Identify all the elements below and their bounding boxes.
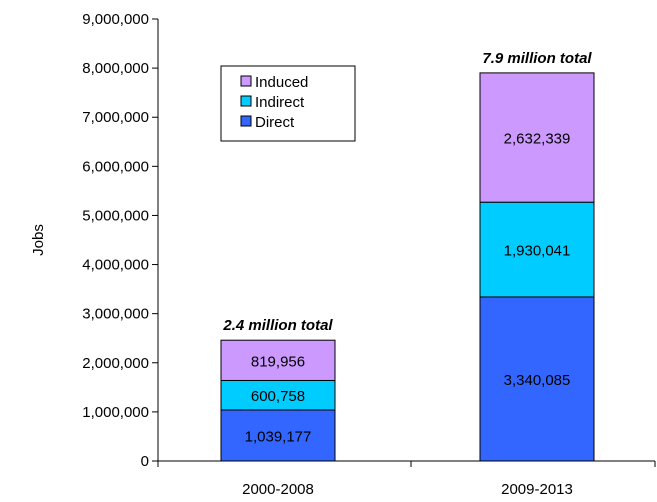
bar-segment-induced (220, 339, 336, 381)
legend-label: Induced (255, 74, 308, 91)
bar-segment-direct (220, 409, 336, 462)
bar-segment-direct (479, 296, 595, 462)
bar-segment-induced (479, 72, 595, 203)
data-label: 1,930,041 (504, 243, 571, 260)
y-tick-label: 9,000,000 (82, 11, 149, 28)
y-tick-label: 5,000,000 (82, 207, 149, 224)
data-label: 819,956 (251, 353, 305, 370)
y-tick-label: 7,000,000 (82, 109, 149, 126)
total-label: 2.4 million total (222, 317, 333, 334)
legend-swatch-direct (240, 115, 252, 127)
y-tick-label: 4,000,000 (82, 257, 149, 274)
legend-swatch-indirect (240, 95, 252, 107)
bar-segment-indirect (479, 201, 595, 298)
y-tick-label: 1,000,000 (82, 404, 149, 421)
bar-segment-indirect (220, 379, 336, 411)
y-tick-label: 6,000,000 (82, 158, 149, 175)
y-tick-label: 8,000,000 (82, 60, 149, 77)
x-category-label: 2009-2013 (501, 481, 573, 498)
data-label: 3,340,085 (504, 372, 571, 389)
legend-swatch-induced (240, 75, 252, 87)
x-category-label: 2000-2008 (242, 481, 314, 498)
y-tick-label: 2,000,000 (82, 355, 149, 372)
y-tick-label: 3,000,000 (82, 306, 149, 323)
legend-label: Direct (255, 114, 295, 131)
data-label: 2,632,339 (504, 131, 571, 148)
total-label: 7.9 million total (482, 50, 592, 67)
y-axis-title: Jobs (30, 224, 47, 256)
data-label: 1,039,177 (245, 428, 312, 445)
y-tick-label: 0 (141, 453, 149, 470)
legend-label: Indirect (255, 94, 305, 111)
data-label: 600,758 (251, 388, 305, 405)
